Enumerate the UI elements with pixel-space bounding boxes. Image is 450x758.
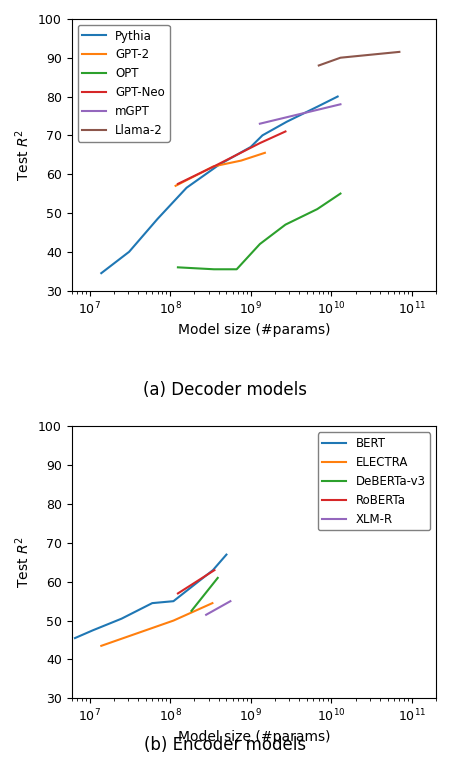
BERT (224, 550, 229, 559)
RoBERTa (212, 565, 217, 575)
BERT (90, 626, 95, 635)
mGPT (257, 119, 262, 128)
BERT (119, 614, 124, 623)
Pythia (248, 143, 253, 152)
GPT-Neo (257, 139, 262, 148)
GPT-2 (262, 149, 268, 158)
X-axis label: Model size (#params): Model size (#params) (178, 730, 330, 744)
XLM-R (228, 597, 233, 606)
Line: RoBERTa: RoBERTa (178, 570, 215, 594)
Line: XLM-R: XLM-R (206, 601, 230, 615)
X-axis label: Model size (#params): Model size (#params) (178, 322, 330, 337)
Pythia (284, 117, 289, 127)
Line: ELECTRA: ELECTRA (101, 603, 212, 646)
Line: DeBERTa-v3: DeBERTa-v3 (191, 578, 218, 611)
Legend: BERT, ELECTRA, DeBERTa-v3, RoBERTa, XLM-R: BERT, ELECTRA, DeBERTa-v3, RoBERTa, XLM-… (318, 432, 430, 531)
Y-axis label: Test $R^2$: Test $R^2$ (14, 537, 32, 588)
OPT (283, 220, 288, 229)
Y-axis label: Test $R^2$: Test $R^2$ (14, 129, 32, 180)
Pythia (315, 102, 321, 111)
OPT (234, 265, 239, 274)
mGPT (338, 100, 343, 109)
GPT-Neo (283, 127, 288, 136)
ELECTRA (99, 641, 104, 650)
Text: (a) Decoder models: (a) Decoder models (143, 381, 307, 399)
Line: Llama-2: Llama-2 (319, 52, 399, 65)
ELECTRA (171, 616, 176, 625)
GPT-2 (238, 156, 244, 165)
Line: OPT: OPT (178, 193, 341, 269)
DeBERTa-v3 (189, 606, 194, 615)
Pythia (155, 215, 160, 224)
Llama-2 (396, 47, 402, 56)
Llama-2 (316, 61, 321, 70)
XLM-R (203, 610, 209, 619)
Pythia (184, 183, 189, 193)
Pythia (126, 247, 132, 256)
GPT-2 (173, 181, 178, 190)
Text: (b) Encoder models: (b) Encoder models (144, 736, 306, 754)
Line: Pythia: Pythia (101, 96, 338, 273)
Pythia (335, 92, 340, 101)
GPT-Neo (211, 162, 216, 171)
Line: BERT: BERT (75, 555, 226, 638)
GPT-2 (211, 162, 216, 171)
Pythia (99, 268, 104, 277)
ELECTRA (210, 599, 215, 608)
DeBERTa-v3 (215, 573, 220, 582)
BERT (210, 565, 216, 575)
Line: GPT-Neo: GPT-Neo (178, 131, 285, 184)
GPT-Neo (175, 180, 180, 189)
Legend: Pythia, GPT-2, OPT, GPT-Neo, mGPT, Llama-2: Pythia, GPT-2, OPT, GPT-Neo, mGPT, Llama… (77, 25, 170, 142)
OPT (257, 240, 262, 249)
OPT (175, 263, 180, 272)
Line: mGPT: mGPT (260, 105, 341, 124)
BERT (149, 599, 155, 608)
BERT (171, 597, 176, 606)
RoBERTa (175, 589, 180, 598)
Pythia (217, 160, 222, 169)
OPT (315, 205, 320, 214)
OPT (338, 189, 343, 198)
Llama-2 (338, 53, 343, 62)
BERT (72, 634, 78, 643)
Line: GPT-2: GPT-2 (176, 153, 265, 186)
Pythia (260, 131, 265, 140)
OPT (211, 265, 216, 274)
